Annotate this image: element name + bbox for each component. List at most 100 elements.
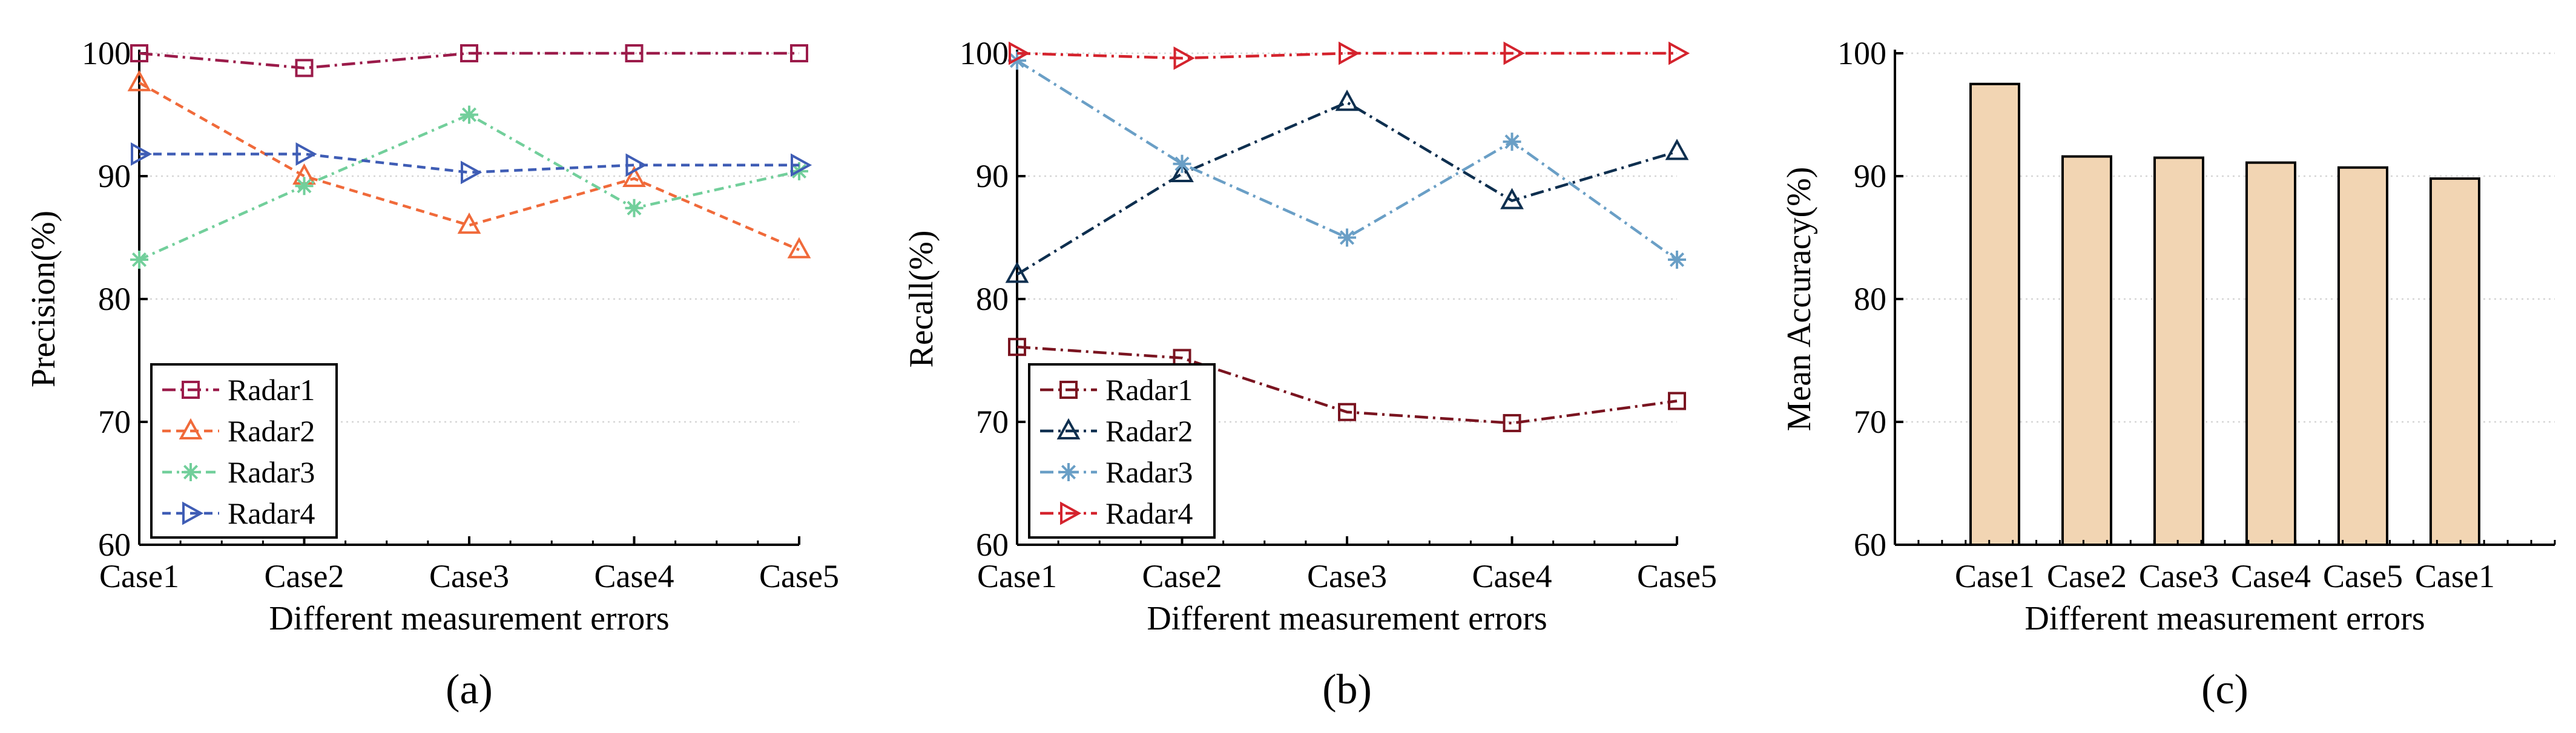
x-tick-label: Case1	[1955, 558, 2035, 594]
y-tick-label: 90	[976, 158, 1009, 194]
x-tick-label: Case3	[2139, 558, 2219, 594]
chart-panel-1: 60 70 80 90 100 Case1 Case2 Case3 Case4 Case5 Rada…	[25, 35, 839, 713]
data-point	[1005, 261, 1029, 283]
chart-panel-3: 60 70 80 90 100 Case1 Case2 Case3 Case4 Case5 Case…	[1780, 35, 2556, 713]
data-point	[625, 44, 644, 62]
data-point	[1503, 133, 1521, 151]
legend: Radar1 Radar2 Radar3 Radar4	[150, 363, 338, 539]
y-tick-label: 60	[98, 527, 131, 563]
x-tick-label: Case3	[1307, 558, 1387, 594]
legend-marker	[182, 501, 204, 525]
x-tick-label: Case5	[2323, 558, 2403, 594]
legend-item: Radar2	[1040, 414, 1193, 448]
data-point	[1338, 228, 1356, 247]
legend-marker	[1059, 463, 1078, 481]
legend-label: Radar1	[228, 373, 315, 407]
panel-label: (a)	[446, 666, 493, 713]
x-axis-title: Different measurement errors	[1147, 600, 1547, 637]
legend-label: Radar3	[1105, 455, 1193, 489]
panel-label: (b)	[1322, 666, 1372, 713]
legend-marker	[1059, 381, 1078, 399]
x-tick-label: Case4	[1472, 558, 1552, 594]
data-point	[1665, 139, 1689, 160]
chart-panel-2: 60 70 80 90 100 Case1 Case2 Case3 Case4 Case5 Rada…	[903, 35, 1717, 713]
x-tick-label: Case2	[265, 558, 344, 594]
data-point	[295, 142, 317, 166]
x-tick-label: Case2	[1142, 558, 1222, 594]
data-point	[1173, 46, 1195, 70]
data-point	[460, 105, 478, 124]
x-tick-label: Case4	[595, 558, 674, 594]
y-tick-label: 60	[976, 527, 1009, 563]
x-tick-label: Case1	[99, 558, 179, 594]
data-point	[791, 153, 812, 177]
data-point	[790, 44, 808, 62]
x-tick-label: Case5	[759, 558, 839, 594]
y-axis-title: Precision(%)	[25, 211, 62, 387]
x-tick-label: Case4	[2231, 558, 2311, 594]
series-line	[138, 81, 800, 251]
series-radar3	[130, 105, 808, 269]
data-point	[1668, 41, 1690, 65]
data-point	[131, 142, 153, 166]
legend-label: Radar4	[1105, 496, 1193, 530]
data-point	[625, 153, 647, 177]
y-axis-title: Mean Accuracy(%)	[1780, 167, 1818, 432]
data-point	[1500, 188, 1524, 209]
legend-label: Radar1	[1105, 373, 1193, 407]
y-tick-label: 70	[98, 404, 131, 440]
data-point	[625, 199, 644, 217]
y-tick-label: 60	[1854, 527, 1886, 563]
data-point	[457, 212, 481, 234]
y-tick-label: 100	[82, 35, 131, 71]
legend-item: Radar1	[1040, 373, 1193, 407]
legend-marker	[182, 463, 200, 481]
y-tick-label: 80	[976, 281, 1009, 317]
legend-marker	[1056, 418, 1081, 439]
y-tick-label: 90	[98, 158, 131, 194]
data-point	[1339, 41, 1360, 65]
series-radar4	[131, 142, 812, 185]
bar-1	[1969, 82, 2020, 546]
series-line	[139, 113, 800, 261]
legend-label: Radar4	[228, 496, 315, 530]
data-point	[787, 237, 811, 258]
legend-marker	[1060, 501, 1082, 525]
data-point	[460, 44, 478, 62]
series-line	[1016, 51, 1677, 60]
data-point	[1503, 414, 1521, 433]
data-point	[1503, 41, 1525, 65]
legend-item: Radar1	[162, 373, 315, 407]
data-point	[1009, 41, 1030, 65]
y-tick-label: 80	[98, 281, 131, 317]
series-radar3	[1008, 51, 1686, 269]
y-tick-label: 70	[1854, 404, 1886, 440]
data-point	[1008, 338, 1026, 357]
data-point	[130, 44, 148, 62]
legend-item: Radar3	[1040, 455, 1193, 489]
data-point	[295, 177, 314, 196]
series-radar1	[1008, 338, 1686, 433]
legend-label: Radar3	[228, 455, 315, 489]
x-tick-label: Case1	[2415, 558, 2495, 594]
bar-3	[2153, 156, 2204, 546]
bar-4	[2245, 161, 2296, 547]
data-point	[461, 160, 483, 185]
bar-2	[2061, 155, 2112, 546]
data-point	[1338, 403, 1356, 421]
series-line	[1016, 100, 1678, 276]
legend-label: Radar2	[1105, 414, 1193, 448]
series-line	[139, 153, 799, 174]
x-tick-label: Case5	[1637, 558, 1717, 594]
series-radar2	[1005, 90, 1689, 283]
series-radar4	[1009, 41, 1690, 70]
series-radar2	[127, 70, 811, 258]
panel-label: (c)	[2201, 666, 2248, 713]
bar-6	[2429, 177, 2480, 546]
data-point	[1668, 251, 1686, 269]
x-tick-label: Case1	[977, 558, 1057, 594]
data-point	[1173, 154, 1191, 173]
data-point	[127, 70, 151, 91]
legend-item: Radar4	[1040, 496, 1193, 530]
data-point	[295, 59, 314, 77]
